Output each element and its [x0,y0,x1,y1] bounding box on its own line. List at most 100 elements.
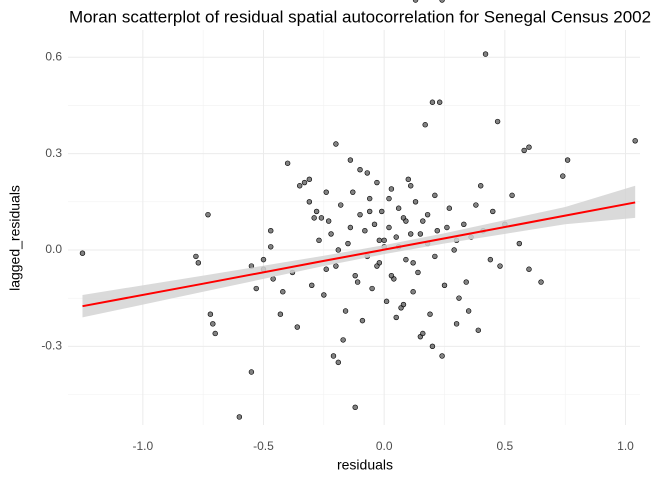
fit-line [82,201,636,308]
point [509,192,515,199]
point [335,247,342,253]
point [463,279,469,285]
point [424,211,431,218]
x-tick-label: 1.0 [617,439,634,453]
point [79,250,86,256]
point [330,353,337,359]
chart-title: Moran scatterplot of residual spatial au… [69,7,651,26]
point [333,263,339,269]
point [393,314,399,321]
point [366,195,373,202]
point [362,228,368,234]
point [323,189,329,195]
point [432,253,438,260]
point [408,231,414,237]
point [268,244,274,250]
x-tick-label: 0.5 [497,439,514,453]
point [352,404,358,411]
point [210,321,216,327]
point [451,247,457,253]
point [294,324,300,330]
point [487,256,494,263]
point [345,240,351,247]
point [328,231,334,237]
point [195,260,202,266]
point [354,279,361,285]
point [277,311,284,317]
point [236,414,243,420]
point [379,208,385,215]
y-tick-label: -0.3 [41,338,62,352]
point [374,179,380,186]
point [436,99,443,105]
y-axis-title: lagged_residuals [7,185,23,291]
y-tick-label: 0.3 [45,146,62,160]
point [516,240,523,247]
point [456,295,462,301]
point [526,144,532,150]
point [383,298,390,305]
point [473,202,479,208]
x-tick-label: -0.5 [253,439,274,453]
point [393,234,399,240]
point [248,369,255,375]
y-tick-label: 0.6 [45,49,62,63]
point [564,157,571,163]
y-tick-label: 0.0 [45,242,62,256]
point [439,0,445,3]
point [347,224,354,231]
point [357,211,363,218]
point [207,311,214,317]
point [386,224,392,231]
point [311,215,317,221]
point [374,263,380,269]
point [371,221,378,227]
point [280,289,286,295]
point [212,330,218,337]
point [420,218,426,224]
point [521,147,527,154]
point [497,263,503,269]
point [446,205,453,211]
x-tick-label: -1.0 [132,439,153,453]
point [333,141,339,147]
point [475,327,481,333]
point [441,282,448,289]
point [369,285,375,292]
point [386,195,392,202]
point [453,321,460,327]
point [526,266,532,272]
x-tick-label: 0.0 [376,439,393,453]
point [359,317,366,324]
point [494,118,501,125]
point [461,221,467,227]
x-axis-title: residuals [337,457,393,473]
confidence-band [82,185,636,318]
point [538,279,544,285]
point [335,359,342,366]
point [193,253,199,260]
point [364,170,370,176]
point [415,269,421,276]
point [410,289,416,295]
point [325,218,332,224]
point [478,183,484,189]
point [429,99,436,105]
point [420,330,426,337]
point [429,343,436,350]
point [340,337,346,343]
point [306,199,313,205]
point [268,228,274,234]
point [403,218,409,224]
point [434,228,440,234]
point [350,189,356,195]
point [410,260,416,266]
point [260,256,267,263]
point [388,272,395,279]
point [316,237,322,244]
point [306,176,313,183]
point [284,160,291,166]
point [408,183,414,189]
point [417,231,424,237]
